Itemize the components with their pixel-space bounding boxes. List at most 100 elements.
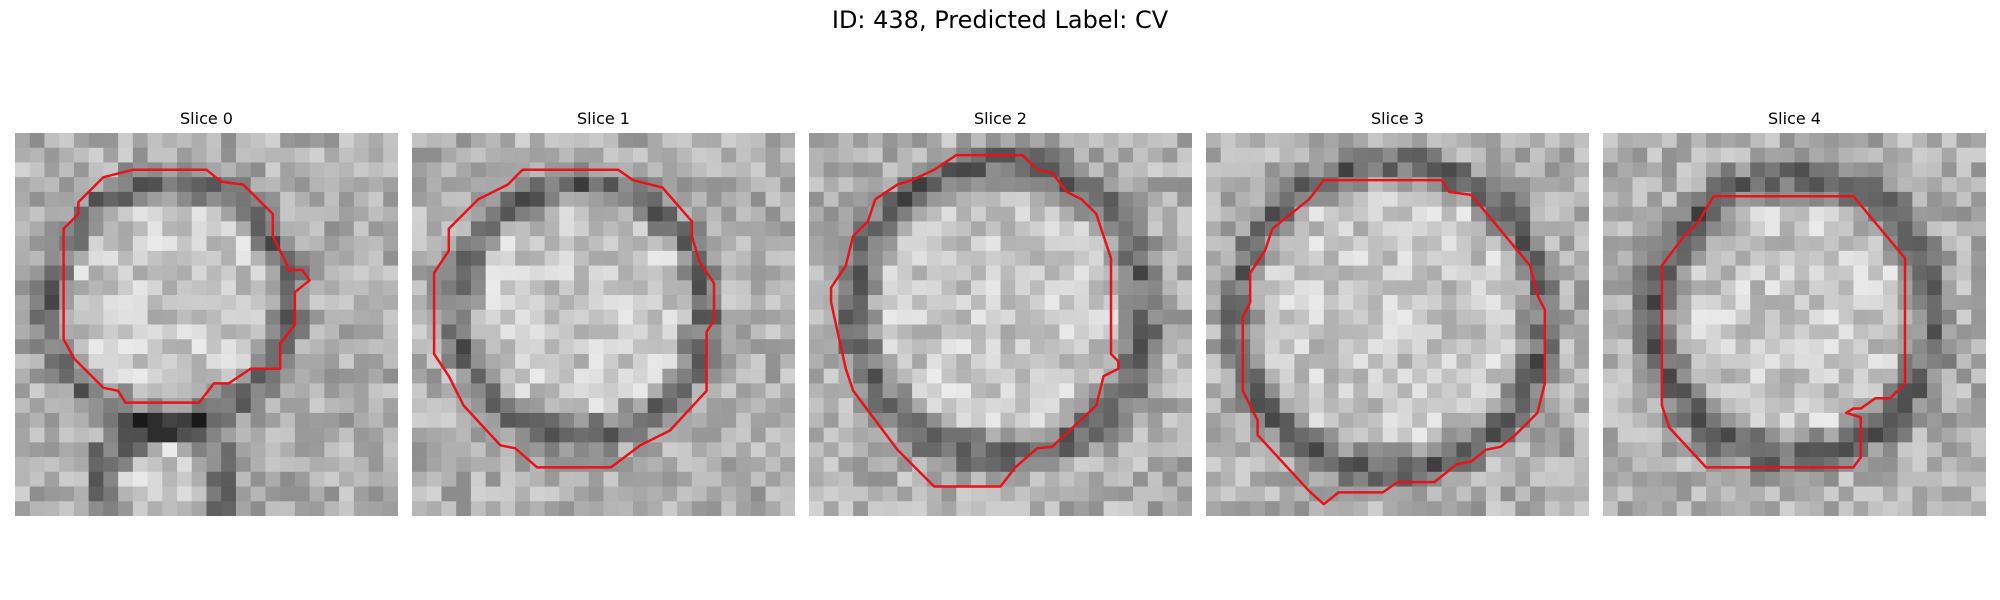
pixel [706,368,722,385]
pixel [956,250,972,267]
pixel [1897,427,1913,443]
pixel [294,250,311,267]
pixel [1603,162,1619,178]
segmentation-contour-4 [1660,195,1907,469]
pixel [632,442,649,458]
pixel [15,427,31,443]
pixel [1691,339,1707,355]
pixel [206,265,222,281]
pixel [736,309,752,326]
pixel [1735,162,1751,178]
pixel [1294,427,1310,443]
pixel [941,162,957,178]
pixel [941,295,957,311]
pixel [926,280,943,296]
pixel [1765,162,1781,178]
pixel [662,457,678,473]
pixel [1133,295,1149,311]
pixel [926,250,943,267]
pixel [691,206,708,222]
pixel [1162,471,1178,488]
pixel [73,427,90,443]
pixel [662,162,678,178]
pixel [1074,471,1090,488]
pixel [1971,383,1986,399]
pixel [73,147,90,164]
pixel [882,236,898,252]
pixel [867,265,884,281]
pixel [956,177,972,193]
pixel [470,398,487,414]
pixel [456,383,472,399]
pixel [29,457,46,473]
pixel [44,324,60,340]
pixel [1029,280,1046,296]
pixel [265,398,281,414]
pixel [1103,191,1119,208]
pixel [1530,501,1546,516]
pixel [1426,206,1443,222]
pixel [662,236,678,252]
pixel [1765,486,1781,502]
pixel [1471,383,1487,399]
pixel [368,133,384,149]
pixel [1897,162,1913,178]
pixel [1000,501,1016,516]
pixel [941,412,957,429]
pixel [1294,206,1310,222]
pixel [1617,398,1634,414]
pixel [1044,236,1061,252]
pixel [339,280,355,296]
pixel [1617,442,1634,458]
pixel [456,191,472,208]
pixel [1574,265,1589,281]
pixel [1765,339,1781,355]
pixel [1074,221,1090,237]
pixel [1029,221,1046,237]
pixel [118,221,134,237]
pixel [1971,353,1986,370]
pixel [1382,339,1399,355]
pixel [324,501,340,516]
pixel [588,339,605,355]
pixel [1544,501,1561,516]
pixel [1676,162,1692,178]
pixel [691,221,708,237]
pixel [1015,295,1031,311]
pixel [1603,250,1619,267]
pixel [632,457,649,473]
pixel [1882,280,1899,296]
pixel [1426,133,1443,149]
pixel [1250,265,1266,281]
pixel [1823,177,1840,193]
pixel [1632,457,1648,473]
pixel [1706,339,1722,355]
pixel [941,206,957,222]
pixel [809,250,825,267]
pixel [1279,162,1295,178]
pixel [1000,339,1016,355]
pixel [853,206,869,222]
pixel [59,486,75,502]
pixel [324,457,340,473]
pixel [1750,162,1766,178]
pixel [88,398,104,414]
pixel [618,486,634,502]
pixel [147,147,163,164]
pixel [1309,177,1325,193]
pixel [1956,133,1972,149]
pixel [250,353,267,370]
pixel [1000,191,1016,208]
pixel [1691,206,1707,222]
pixel [309,206,325,222]
pixel [1412,236,1428,252]
pixel [500,280,516,296]
pixel [882,486,898,502]
pixel [441,133,457,149]
pixel [853,250,869,267]
pixel [412,295,428,311]
pixel [1735,368,1751,385]
pixel [1882,501,1899,516]
pixel [1000,324,1016,340]
pixel [1647,353,1663,370]
